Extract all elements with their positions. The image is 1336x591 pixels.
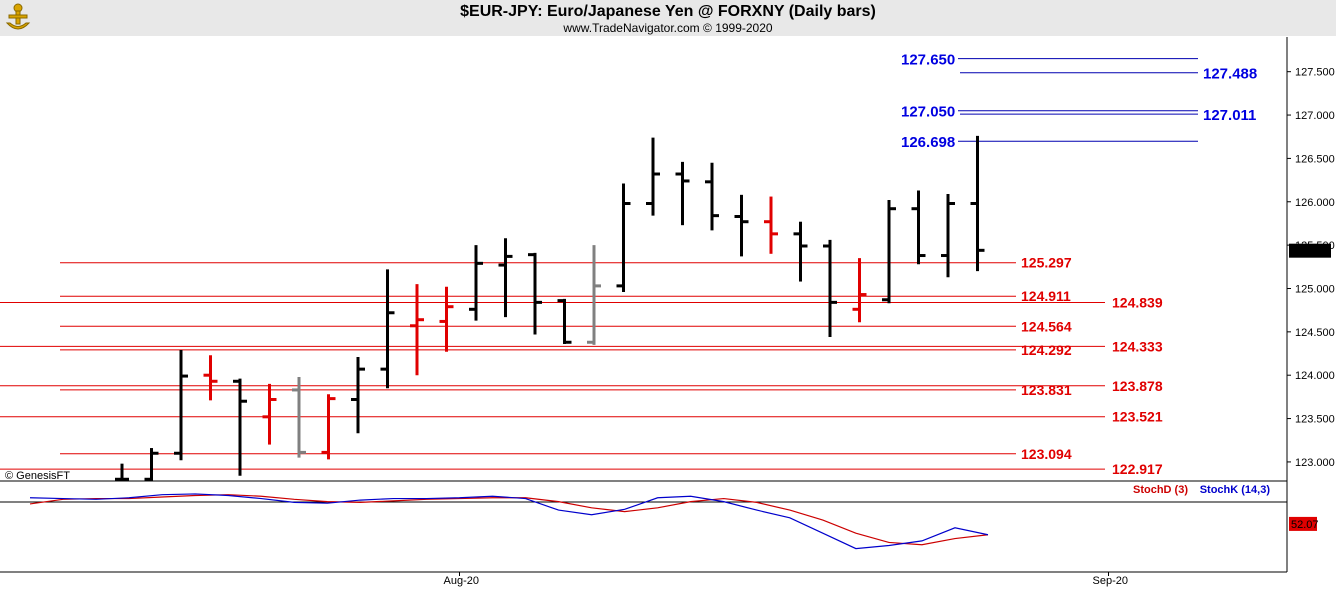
ohlc-bar	[439, 286, 454, 352]
stoch-value-tag	[1289, 516, 1317, 531]
y-tick-label: 127.000	[1295, 110, 1335, 122]
support-level-label: 122.917	[1112, 461, 1163, 477]
y-tick-label: 126.000	[1295, 197, 1335, 209]
support-level-label: 123.878	[1112, 378, 1163, 394]
last-price-tag	[1289, 243, 1331, 258]
legend-stoch-d: StochD (3)	[1133, 484, 1188, 496]
last-price-label: 125.436	[1291, 246, 1331, 258]
support-level-label: 124.839	[1112, 294, 1163, 310]
ohlc-bar	[380, 269, 395, 389]
ohlc-bar	[557, 298, 572, 344]
ohlc-bar	[292, 376, 306, 458]
ohlc-bar	[911, 190, 926, 265]
y-tick-label: 124.500	[1295, 327, 1335, 339]
support-level-label: 123.521	[1112, 409, 1163, 425]
ohlc-bar	[852, 258, 867, 323]
ohlc-bar	[675, 161, 690, 226]
y-tick-label: 124.000	[1295, 370, 1335, 382]
ohlc-bar	[233, 378, 247, 476]
stoch-k-line	[29, 493, 989, 550]
ohlc-bar	[321, 394, 336, 460]
support-level-label: 123.831	[1021, 382, 1072, 398]
y-tick-label: 125.000	[1295, 283, 1335, 295]
ohlc-bar	[941, 193, 955, 278]
ohlc-bar	[203, 355, 218, 401]
support-level-label: 124.292	[1021, 342, 1072, 358]
chart-title: $EUR-JPY: Euro/Japanese Yen @ FORXNY (Da…	[460, 3, 876, 20]
ohlc-bar	[262, 383, 277, 445]
ohlc-bar	[587, 245, 601, 345]
y-tick-label: 127.500	[1295, 67, 1335, 79]
legend-stoch-k: StochK (14,3)	[1200, 484, 1271, 496]
y-tick-label: 123.500	[1295, 414, 1335, 426]
resistance-level-label: 127.488	[1203, 66, 1257, 83]
ohlc-bar	[410, 284, 424, 376]
support-level-label: 123.094	[1021, 446, 1072, 462]
ohlc-bar	[764, 196, 778, 254]
ohlc-bar	[498, 238, 513, 318]
ohlc-bar	[705, 162, 719, 231]
ohlc-bar	[144, 448, 159, 481]
resistance-level-label: 126.698	[901, 134, 955, 151]
x-tick-label: Aug-20	[444, 575, 479, 587]
support-level-label: 124.564	[1021, 318, 1072, 334]
stoch-value-label: 52.07	[1291, 519, 1319, 531]
ohlc-bar	[115, 463, 129, 481]
chart-subtitle: www.TradeNavigator.com © 1999-2020	[563, 21, 773, 35]
ohlc-bar	[970, 135, 985, 272]
ohlc-bar	[174, 350, 188, 461]
x-tick-label: Sep-20	[1093, 575, 1128, 587]
trade-navigator-logo-icon	[5, 3, 31, 30]
support-level-label: 125.297	[1021, 255, 1072, 271]
resistance-level-label: 127.011	[1203, 107, 1256, 124]
ohlc-bar	[882, 200, 896, 304]
ohlc-bar	[616, 183, 631, 292]
ohlc-bar	[823, 239, 837, 338]
chart-header	[0, 0, 1336, 36]
ohlc-bar	[646, 137, 660, 216]
y-tick-label: 123.000	[1295, 457, 1335, 469]
support-level-label: 124.333	[1112, 338, 1163, 354]
watermark: © GenesisFT	[5, 470, 70, 482]
ohlc-bar	[351, 356, 365, 434]
ohlc-bar	[528, 252, 542, 335]
ohlc-bar	[734, 194, 749, 257]
ohlc-bar	[793, 221, 808, 282]
resistance-level-label: 127.650	[901, 52, 955, 69]
resistance-level-label: 127.050	[901, 104, 955, 121]
support-level-label: 124.911	[1021, 288, 1071, 304]
y-tick-label: 126.500	[1295, 153, 1335, 165]
ohlc-bar	[469, 245, 483, 321]
